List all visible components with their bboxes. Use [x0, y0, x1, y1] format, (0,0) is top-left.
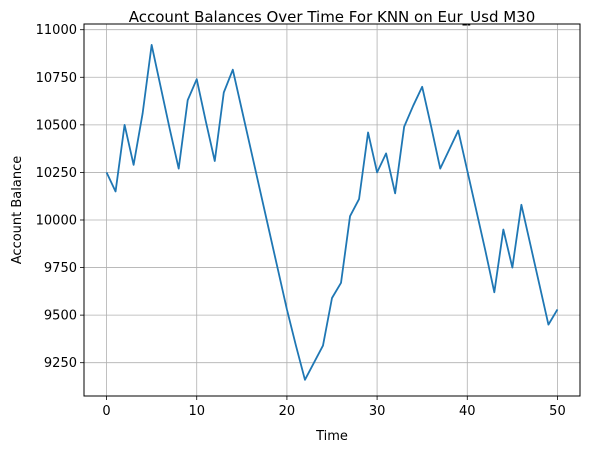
y-tick-label: 9750 — [44, 261, 77, 276]
x-tick-label: 50 — [549, 404, 566, 419]
chart-title: Account Balances Over Time For KNN on Eu… — [129, 8, 536, 27]
y-tick-label: 10750 — [36, 71, 77, 86]
y-tick-label: 9500 — [44, 309, 77, 324]
plot-frame — [83, 23, 581, 397]
series-line — [105, 44, 559, 381]
grid — [84, 24, 580, 396]
x-tick-label: 20 — [279, 404, 296, 419]
y-tick-label: 11000 — [36, 23, 77, 38]
x-axis-label: Time — [315, 429, 348, 444]
y-axis: 9250 9500 9750 10000 10250 10500 10750 11000 — [36, 23, 84, 371]
x-tick-label: 30 — [369, 404, 386, 419]
x-axis: 0 10 20 30 40 50 — [102, 396, 566, 419]
y-axis-label: Account Balance — [10, 156, 25, 264]
x-tick-label: 0 — [102, 404, 110, 419]
y-tick-label: 9250 — [44, 356, 77, 371]
y-tick-label: 10000 — [36, 213, 77, 228]
x-tick-label: 10 — [188, 404, 205, 419]
x-tick-label: 40 — [459, 404, 476, 419]
y-tick-label: 10250 — [36, 166, 77, 181]
y-tick-label: 10500 — [36, 118, 77, 133]
